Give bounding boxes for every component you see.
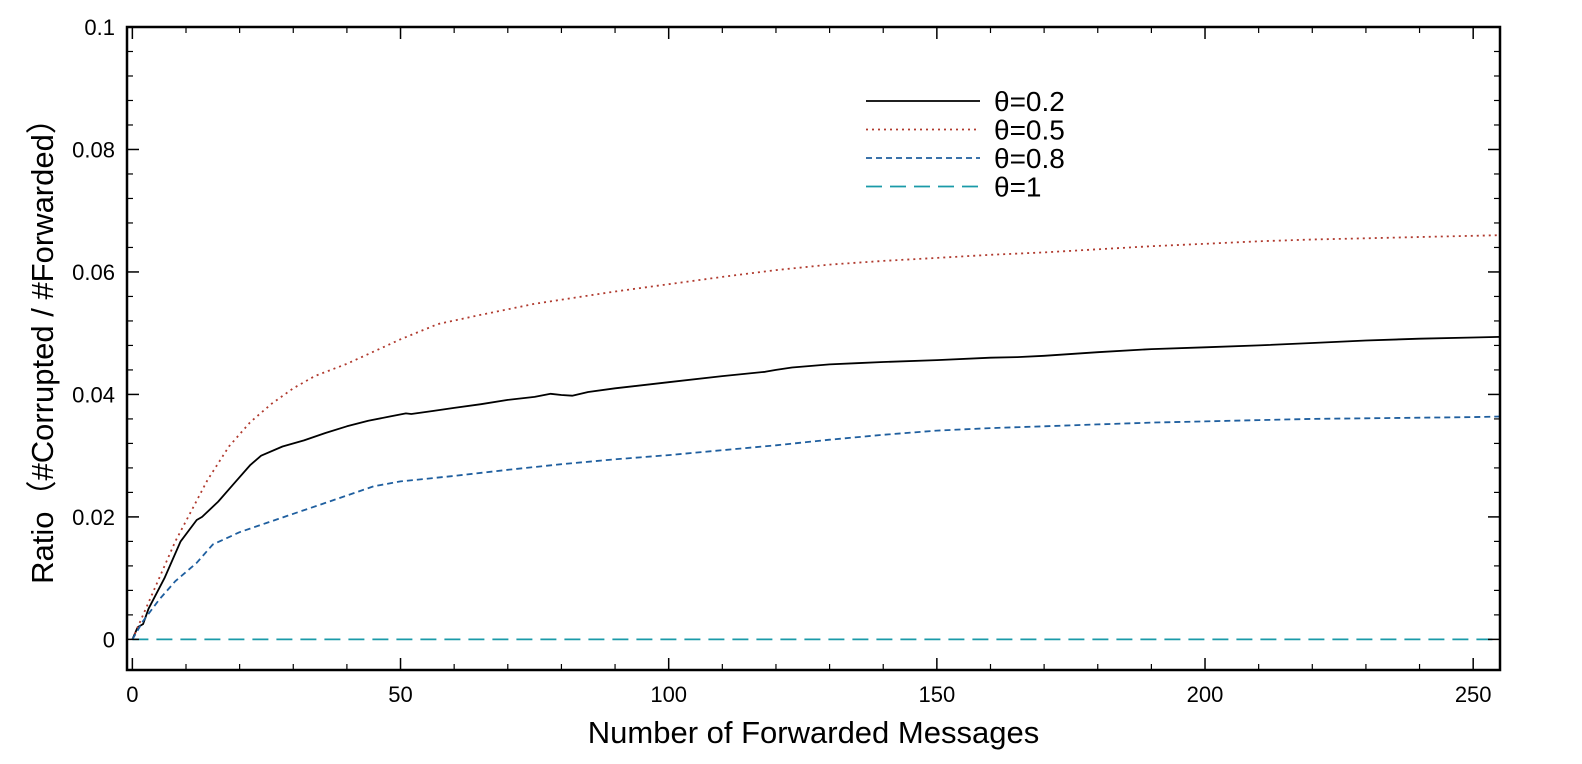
series-lines <box>131 234 1501 641</box>
x-tick-label: 150 <box>918 682 955 707</box>
series-line-2 <box>131 234 1501 640</box>
y-tick-label: 0.02 <box>72 505 115 530</box>
x-tick-label: 200 <box>1187 682 1224 707</box>
x-tick-label: 100 <box>650 682 687 707</box>
x-axis-title: Number of Forwarded Messages <box>588 715 1039 750</box>
y-tick-label: 0.08 <box>72 137 115 162</box>
x-tick-label: 0 <box>126 682 138 707</box>
legend-label-1: θ=0.2 <box>994 86 1065 117</box>
y-tick-label: 0.04 <box>72 382 115 407</box>
y-tick-label: 0.1 <box>84 15 115 40</box>
y-tick-label: 0 <box>103 627 115 652</box>
legend-label-4: θ=1 <box>994 172 1042 203</box>
series-line-1 <box>131 336 1501 640</box>
x-tick-label: 50 <box>388 682 412 707</box>
legend-label-2: θ=0.5 <box>994 115 1065 146</box>
x-tick-label: 250 <box>1455 682 1492 707</box>
axis-ticks: 0 50 100 150 200 250 0 0.02 0.04 0.06 0.08 0.1 <box>72 15 1500 707</box>
series-line-3 <box>131 415 1501 640</box>
legend: θ=0.2θ=0.5θ=0.8θ=1 <box>866 86 1065 203</box>
plot-frame <box>125 25 1502 672</box>
y-axis-title: Ratio（#Corrupted / #Forwarded） <box>25 103 60 584</box>
legend-label-3: θ=0.8 <box>994 143 1065 174</box>
y-tick-label: 0.06 <box>72 260 115 285</box>
